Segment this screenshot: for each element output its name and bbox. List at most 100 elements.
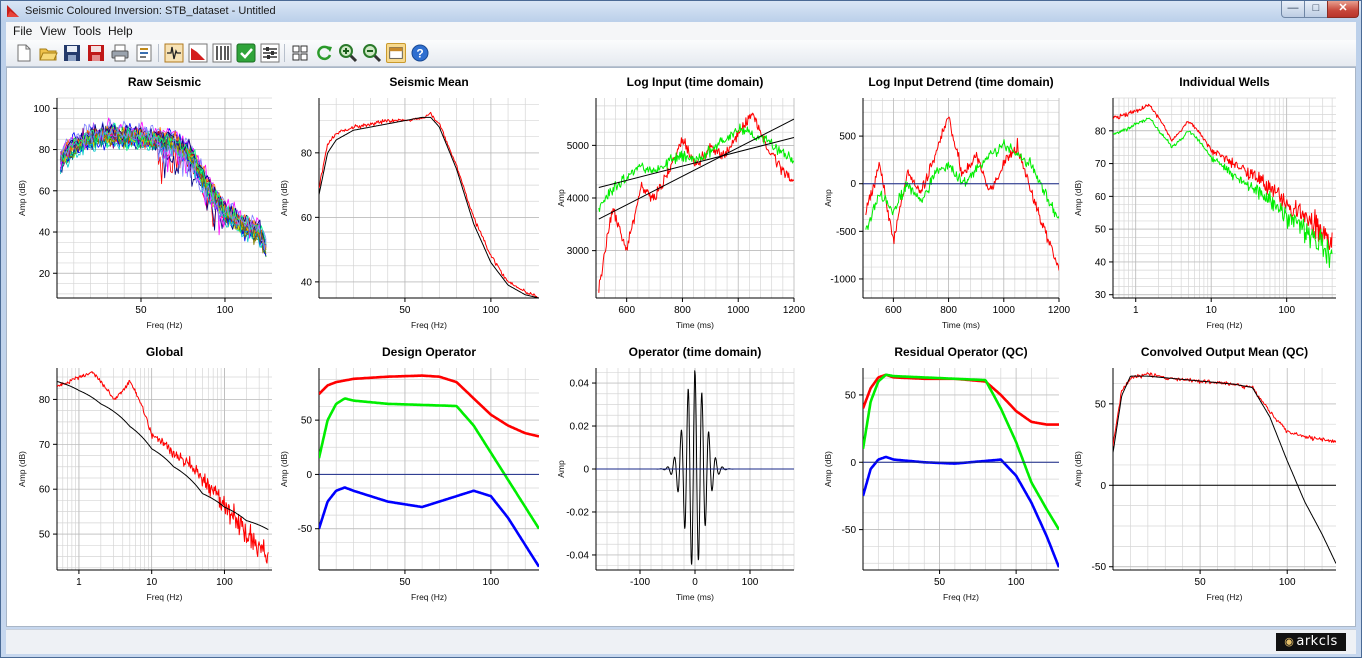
- chart-title: Convolved Output Mean (QC): [1141, 345, 1308, 359]
- x-tick-label: 800: [674, 305, 691, 316]
- menu-help[interactable]: Help: [108, 24, 133, 38]
- x-tick-label: 50: [135, 305, 147, 316]
- blue-series-line: [863, 455, 1059, 568]
- grid: [56, 97, 272, 298]
- menu-file[interactable]: File: [13, 24, 33, 38]
- plot-area: [598, 112, 794, 293]
- blue-series-line: [319, 486, 539, 568]
- grid-layout-icon[interactable]: [290, 43, 310, 63]
- refresh-icon[interactable]: [314, 43, 334, 63]
- plot-panel: Raw Seismic Freq (Hz) Amp (dB) 50 100 20 40 60 8…: [6, 67, 1356, 627]
- y-tick-label: -0.02: [566, 507, 589, 518]
- x-axis-label: Time (ms): [676, 320, 714, 330]
- y-tick-label: 40: [39, 228, 51, 239]
- grid: [1112, 97, 1336, 298]
- x-tick-label: 10: [146, 577, 158, 588]
- red-series-line: [1113, 372, 1336, 447]
- y-tick-label: 0: [1100, 481, 1106, 492]
- toolbar: ?: [6, 40, 1356, 67]
- spectrum-icon[interactable]: [188, 43, 208, 63]
- save-icon[interactable]: [62, 43, 82, 63]
- x-tick-label: 800: [940, 305, 957, 316]
- x-tick-label: 0: [692, 577, 698, 588]
- grid: [862, 368, 1059, 570]
- minimize-button[interactable]: —: [1281, 1, 1305, 18]
- plot-area: [319, 374, 539, 568]
- trace-line: [60, 131, 267, 251]
- black-series-line: [598, 137, 794, 188]
- title-bar[interactable]: Seismic Coloured Inversion: STB_dataset …: [1, 1, 1361, 21]
- y-tick-label: 500: [839, 132, 856, 143]
- x-tick-label: 1200: [783, 305, 806, 316]
- wavelet-icon[interactable]: [164, 43, 184, 63]
- y-tick-label: 70: [39, 440, 51, 451]
- panel-toggle-icon[interactable]: [386, 43, 406, 63]
- y-tick-label: 50: [39, 530, 51, 541]
- chart-individual-wells: Individual Wells Freq (Hz) Amp (dB) 1 10 100 3…: [1073, 75, 1336, 330]
- y-axis-label: Amp: [823, 189, 833, 207]
- y-tick-label: 0: [306, 470, 312, 481]
- grid: [318, 368, 539, 570]
- y-tick-label: 0.02: [570, 422, 590, 433]
- settings-sliders-icon[interactable]: [260, 43, 280, 63]
- check-icon[interactable]: [236, 43, 256, 63]
- y-tick-label: 60: [1095, 192, 1107, 203]
- red-series-line: [319, 374, 539, 438]
- x-axis-label: Freq (Hz): [147, 320, 183, 330]
- help-icon[interactable]: ?: [410, 43, 430, 63]
- y-axis-label: Amp (dB): [823, 451, 833, 487]
- y-tick-label: 20: [39, 269, 51, 280]
- chart-log-input-detrend: Log Input Detrend (time domain) Time (ms)…: [823, 75, 1071, 330]
- x-tick-label: 600: [885, 305, 902, 316]
- menu-view[interactable]: View: [40, 24, 66, 38]
- close-button[interactable]: ✕: [1327, 1, 1359, 18]
- status-bar: ◉ arkcls: [6, 629, 1356, 654]
- y-tick-label: -0.04: [566, 550, 589, 561]
- red-series-line: [57, 371, 269, 564]
- zoom-in-icon[interactable]: [338, 43, 358, 63]
- trace-line: [60, 127, 267, 251]
- x-tick-label: 100: [483, 577, 500, 588]
- y-tick-label: 40: [301, 277, 313, 288]
- y-tick-label: 0: [850, 179, 856, 190]
- chart-title: Residual Operator (QC): [894, 345, 1027, 359]
- chart-title: Seismic Mean: [389, 75, 468, 89]
- green-series-line: [863, 373, 1059, 531]
- filter-bank-icon[interactable]: [212, 43, 232, 63]
- y-tick-label: 70: [1095, 159, 1107, 170]
- x-tick-label: 600: [618, 305, 635, 316]
- x-tick-label: 1200: [1048, 305, 1071, 316]
- print-icon[interactable]: [110, 43, 130, 63]
- plot-area: [57, 371, 269, 564]
- y-tick-label: 80: [1095, 126, 1107, 137]
- open-folder-icon[interactable]: [38, 43, 58, 63]
- grid: [1112, 368, 1336, 570]
- zoom-out-icon[interactable]: [362, 43, 382, 63]
- chart-raw-seismic: Raw Seismic Freq (Hz) Amp (dB) 50 100 20 40 60 8…: [17, 75, 272, 330]
- properties-icon[interactable]: [134, 43, 154, 63]
- menu-tools[interactable]: Tools: [73, 24, 102, 38]
- black-series-line: [57, 381, 269, 531]
- y-tick-label: 0: [583, 465, 589, 476]
- green-series-line: [865, 139, 1059, 230]
- app-icon: [7, 5, 19, 17]
- chart-convolved-output: Convolved Output Mean (QC) Freq (Hz) Amp (…: [1073, 345, 1336, 602]
- y-tick-label: -50: [1092, 562, 1107, 573]
- new-file-icon[interactable]: [14, 43, 34, 63]
- y-tick-label: 4000: [567, 194, 590, 205]
- x-tick-label: 50: [934, 577, 946, 588]
- menu-bar: File View Tools Help: [6, 22, 1356, 41]
- maximize-button[interactable]: □: [1304, 1, 1328, 18]
- save-as-icon[interactable]: [86, 43, 106, 63]
- y-tick-label: -50: [842, 525, 857, 536]
- x-axis-label: Freq (Hz): [1207, 320, 1243, 330]
- x-axis-label: Freq (Hz): [411, 592, 447, 602]
- grid: [863, 98, 1060, 298]
- chart-operator-time: Operator (time domain) Time (ms) Amp -100 0 1…: [556, 345, 795, 602]
- company-logo: ◉ arkcls: [1276, 633, 1346, 651]
- toolbar-separator: [158, 44, 159, 62]
- plot-area: [596, 370, 794, 565]
- toolbar-separator: [284, 44, 285, 62]
- green-series-line: [319, 397, 539, 530]
